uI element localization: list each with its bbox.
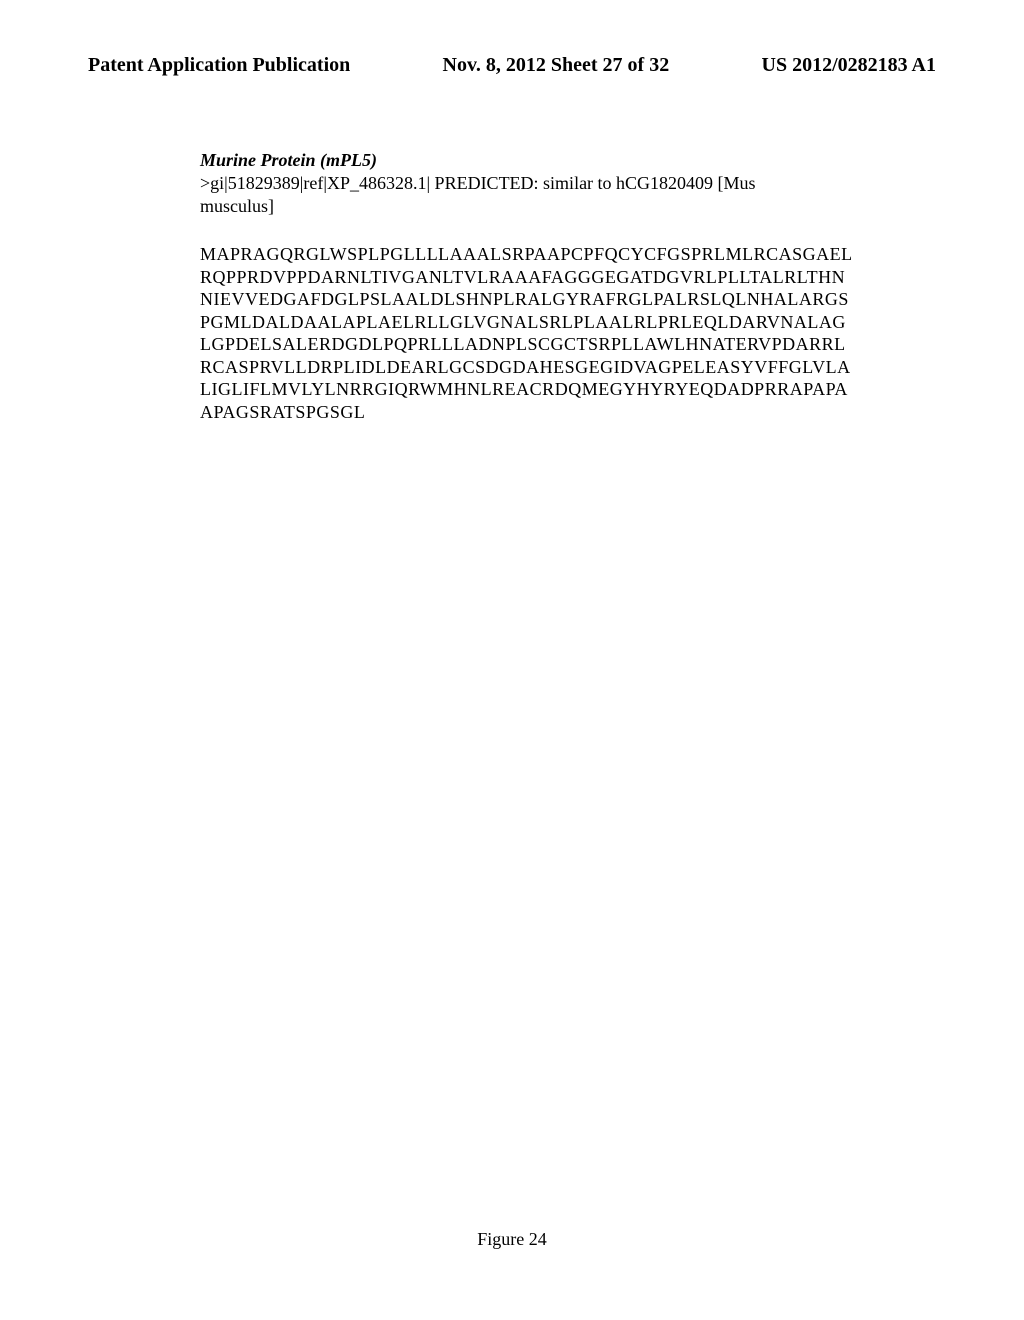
sequence-line: RCASPRVLLDRPLIDLDEARLGCSDGDAHESGEGIDVAGP…	[200, 356, 864, 379]
main-content: Murine Protein (mPL5) >gi|51829389|ref|X…	[200, 150, 864, 423]
accession-line-2: musculus]	[200, 196, 864, 217]
sequence-line: APAGSRATSPGSGL	[200, 401, 864, 424]
header-publication: Patent Application Publication	[88, 54, 350, 77]
header-date-sheet: Nov. 8, 2012 Sheet 27 of 32	[443, 54, 670, 77]
sequence-line: MAPRAGQRGLWSPLPGLLLLAAALSRPAAPCPFQCYCFGS…	[200, 243, 864, 266]
figure-label: Figure 24	[0, 1229, 1024, 1250]
sequence-line: LIGLIFLMVLYLNRRGIQRWMHNLREACRDQMEGYHYRYE…	[200, 378, 864, 401]
header-patent-number: US 2012/0282183 A1	[762, 54, 936, 77]
protein-title: Murine Protein (mPL5)	[200, 150, 864, 171]
page-header: Patent Application Publication Nov. 8, 2…	[0, 54, 1024, 77]
sequence-line: NIEVVEDGAFDGLPSLAALDLSHNPLRALGYRAFRGLPAL…	[200, 288, 864, 311]
sequence-line: PGMLDALDAALAPLAELRLLGLVGNALSRLPLAALRLPRL…	[200, 311, 864, 334]
accession-line-1: >gi|51829389|ref|XP_486328.1| PREDICTED:…	[200, 173, 864, 194]
sequence-line: LGPDELSALERDGDLPQPRLLLADNPLSCGCTSRPLLAWL…	[200, 333, 864, 356]
sequence-line: RQPPRDVPPDARNLTIVGANLTVLRAAAFAGGGEGATDGV…	[200, 266, 864, 289]
protein-sequence: MAPRAGQRGLWSPLPGLLLLAAALSRPAAPCPFQCYCFGS…	[200, 243, 864, 423]
